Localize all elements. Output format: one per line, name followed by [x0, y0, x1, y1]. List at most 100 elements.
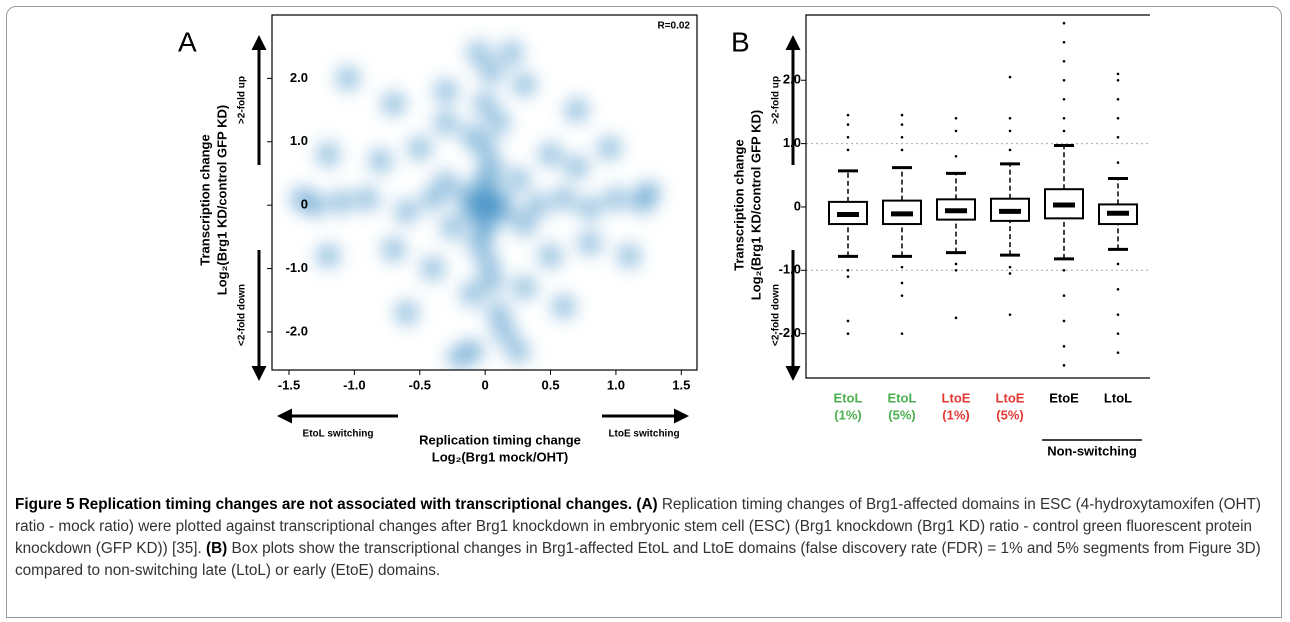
- density-point: [419, 255, 446, 282]
- outlier: [846, 135, 850, 139]
- caption-tag: (A): [636, 496, 658, 513]
- y-tick-label: 2.0: [290, 70, 308, 85]
- outlier: [954, 154, 958, 158]
- x-tick-label: 0: [482, 377, 489, 392]
- outlier: [1008, 148, 1012, 152]
- density-point: [432, 78, 459, 105]
- outlier: [1062, 78, 1066, 82]
- density-point: [334, 65, 361, 92]
- outlier: [1062, 59, 1066, 63]
- arrow-label: EtoL switching: [303, 429, 374, 440]
- outlier: [1116, 288, 1120, 291]
- outlier: [1008, 313, 1012, 316]
- x-tick-sublabel: (5%): [888, 407, 915, 422]
- outlier: [1116, 332, 1120, 335]
- outlier: [1062, 345, 1066, 348]
- outlier: [1008, 75, 1012, 79]
- y-tick-label: -1.0: [286, 260, 308, 275]
- panel-label: B: [731, 26, 750, 57]
- density-point: [432, 109, 459, 136]
- caption: Figure 5 Replication timing changes are …: [15, 494, 1277, 582]
- x-tick-label: LtoE: [942, 390, 971, 405]
- panels: 2.0 1.0 0 -1.0 -2.0 -1.5 -1.0 -0.5 0 0.5 1.0 1.5 R=0…: [178, 14, 1150, 464]
- density-point: [635, 179, 662, 206]
- outlier: [900, 281, 904, 285]
- outlier: [900, 265, 904, 269]
- density-point: [328, 189, 355, 216]
- outlier: [1008, 272, 1012, 275]
- outlier: [954, 262, 958, 266]
- y-tick-label: -2.0: [286, 323, 308, 338]
- x-tick-label: 1.5: [672, 377, 690, 392]
- outlier: [1008, 129, 1012, 133]
- x-axis-label: Replication timing change: [419, 432, 581, 447]
- axis-label: Transcription change: [731, 139, 746, 270]
- density-point: [537, 242, 564, 269]
- density-point: [393, 198, 420, 225]
- outlier: [1116, 262, 1120, 266]
- density-point: [459, 122, 486, 149]
- x-tick-label: 1.0: [607, 377, 625, 392]
- caption-label: Figure 5: [15, 496, 75, 513]
- density-point: [563, 154, 590, 181]
- density-point: [478, 268, 505, 295]
- y-tick-label: -1.0: [779, 262, 801, 277]
- arrow-label: LtoE switching: [608, 429, 679, 440]
- density-point: [563, 97, 590, 124]
- outlier: [1062, 21, 1066, 25]
- density-point: [315, 242, 342, 269]
- x-tick-label: LtoL: [1104, 390, 1132, 405]
- outlier: [1116, 97, 1120, 101]
- density-point: [478, 59, 505, 86]
- group-label: Non-switching: [1047, 443, 1137, 458]
- outlier: [900, 113, 904, 117]
- outlier: [846, 319, 850, 323]
- plot-frame: [271, 14, 698, 371]
- axis-label: Log₂(Brg1 KD/control GFP KD): [214, 105, 229, 295]
- density-point: [446, 344, 472, 370]
- x-tick-sublabel: (1%): [942, 407, 969, 422]
- axis-label: Transcription change: [197, 134, 212, 265]
- panel-label: A: [178, 26, 197, 57]
- figure-frame: [6, 6, 1282, 618]
- outlier: [846, 113, 850, 117]
- outlier: [1062, 116, 1066, 120]
- outlier: [1062, 97, 1066, 101]
- outlier: [846, 123, 850, 126]
- density-point: [504, 337, 531, 364]
- outlier: [900, 148, 904, 152]
- outlier: [1116, 135, 1120, 139]
- outlier: [1062, 319, 1066, 323]
- outlier: [846, 332, 850, 335]
- outlier: [1008, 116, 1012, 120]
- density-point: [616, 242, 642, 269]
- density-point: [393, 299, 420, 326]
- density-point: [504, 166, 531, 193]
- outlier: [954, 316, 958, 320]
- outlier: [846, 148, 850, 152]
- outlier: [900, 294, 904, 297]
- density-point: [452, 182, 479, 209]
- outlier: [1116, 351, 1120, 354]
- x-tick-sublabel: (1%): [834, 407, 861, 422]
- x-tick-label: -0.5: [409, 377, 431, 392]
- axis-label: Log₂(Brg1 KD/control GFP KD): [748, 110, 763, 300]
- outlier: [1008, 265, 1012, 269]
- density-point: [439, 214, 466, 241]
- density-point: [367, 147, 394, 174]
- outlier: [846, 275, 850, 278]
- caption-tag: (B): [206, 540, 228, 557]
- y-tick-label: 0: [794, 198, 801, 213]
- density-point: [511, 71, 538, 98]
- x-tick-label: EtoL: [888, 390, 917, 405]
- density-point: [596, 135, 623, 162]
- x-tick-label: EtoL: [834, 390, 863, 405]
- density-point: [406, 135, 433, 162]
- density-point: [550, 185, 577, 212]
- outlier: [1062, 364, 1066, 367]
- caption-title: Replication timing changes are not assoc…: [78, 496, 633, 513]
- density-point: [491, 198, 518, 225]
- density-point: [354, 185, 381, 212]
- outlier: [1116, 161, 1120, 164]
